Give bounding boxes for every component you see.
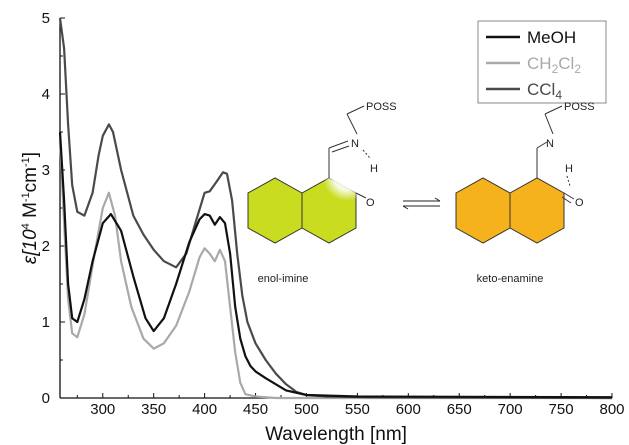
enol-hbond-dash	[362, 149, 371, 159]
x-ticks: 300 350 400 450 500 550 600 650 700 750 800	[76, 393, 625, 418]
y-tick-label: 1	[42, 314, 50, 331]
keto-atom-h: H	[565, 163, 573, 175]
keto-enamine-structure: N H O POSS keto-enamine	[455, 101, 595, 285]
enol-atom-o: O	[366, 197, 375, 209]
legend-label-ccl4: CCl4	[527, 80, 562, 102]
series-line-ccl4	[58, 17, 613, 400]
series-layer	[58, 17, 613, 400]
enol-ring-a	[247, 177, 303, 244]
series-line-ch2cl2	[58, 139, 612, 400]
keto-ring-a	[455, 177, 511, 244]
enol-bond-ch-double	[328, 140, 349, 149]
enol-bond-oh	[355, 192, 367, 199]
keto-poss-label: POSS	[564, 101, 595, 113]
keto-bond-n-ch2	[544, 113, 554, 135]
y-tick-label: 5	[42, 10, 50, 27]
y-axis-title: ε[104 M-1cm-1]	[20, 152, 41, 264]
keto-bond-ch2-poss	[544, 105, 563, 115]
keto-enamine-label: keto-enamine	[477, 273, 544, 285]
enol-hydrogen-bond-glow	[323, 153, 371, 201]
enol-atom-n: N	[351, 138, 359, 150]
y-tick-label: 3	[42, 162, 50, 179]
x-tick-label: 650	[447, 401, 472, 418]
y-tick-label: 4	[42, 86, 50, 103]
enol-bond-n-ch2	[346, 113, 358, 135]
keto-atom-o: O	[575, 197, 584, 209]
y-tick-label: 2	[42, 238, 50, 255]
keto-atom-n: N	[546, 138, 554, 150]
legend-label-meoh: MeOH	[527, 28, 576, 47]
keto-ring-b	[509, 177, 565, 244]
keto-bond-c-n	[536, 141, 548, 149]
keto-bond-co	[563, 192, 575, 200]
x-tick-label: 500	[294, 401, 319, 418]
x-tick-label: 600	[396, 401, 421, 418]
x-tick-label: 450	[243, 401, 268, 418]
x-tick-label: 700	[498, 401, 523, 418]
x-axis-title: Wavelength [nm]	[265, 424, 407, 445]
legend-label-ch2cl2: CH2Cl2	[527, 54, 581, 76]
equilibrium-arrows	[402, 197, 441, 210]
legend: MeOH CH2Cl2 CCl4	[477, 20, 607, 104]
series-line-meoh	[58, 131, 613, 399]
enol-imine-label: enol-imine	[258, 273, 309, 285]
keto-bond-co-double	[561, 196, 572, 204]
x-tick-label: 400	[192, 401, 217, 418]
x-tick-label: 550	[345, 401, 370, 418]
enol-imine-structure: N H O POSS enol-imine	[247, 101, 397, 285]
x-tick-label: 750	[549, 401, 574, 418]
y-tick-label: 0	[42, 390, 50, 407]
x-tick-label: 800	[599, 401, 624, 418]
y-ticks: 0 1 2 3 4 5	[42, 10, 65, 407]
x-tick-label: 300	[90, 401, 115, 418]
enol-bond-ch-double2	[331, 145, 350, 153]
x-tick-label: 350	[141, 401, 166, 418]
enol-bond-ch2-poss	[346, 105, 365, 115]
enol-atom-h: H	[370, 163, 378, 175]
keto-hbond-dash	[566, 175, 571, 187]
enol-poss-label: POSS	[366, 101, 397, 113]
